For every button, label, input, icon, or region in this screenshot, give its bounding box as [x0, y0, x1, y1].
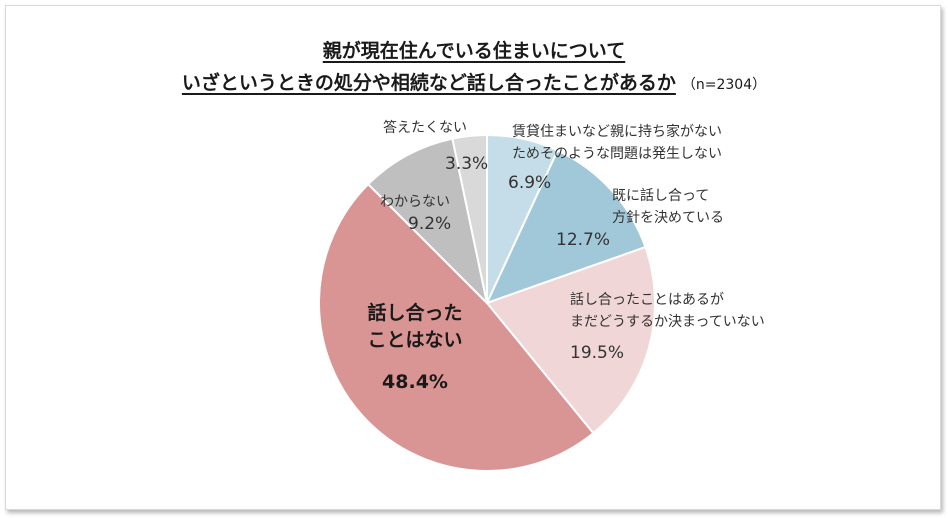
slice-label-5: わからない [380, 194, 450, 210]
slice-value-label-6: 3.3% [445, 154, 488, 174]
pie-slice-3 [485, 245, 656, 435]
title-text-1: 親が現在住んでいる住まいについて [322, 40, 626, 62]
slice-label-3: 話し合ったことはあるが [570, 291, 724, 308]
slice-label-4: 話し合った [367, 301, 462, 324]
chart-title-line-1: 親が現在住んでいる住まいについて [0, 36, 948, 63]
slice-label-6: 答えたくない [383, 119, 467, 136]
slice-label-1: 賃貸住まいなど親に持ち家がない [512, 123, 722, 140]
slice-value-label-4: 48.4% [382, 371, 448, 393]
slice-label-4: ことはない [367, 329, 462, 351]
slice-label-3: まだどうするか決まっていない [570, 314, 765, 330]
slice-label-2: 方針を決めている [612, 210, 724, 226]
chart-title-line-2: いざというときの処分や相続など話し合ったことがあるか （n=2304） [0, 68, 948, 95]
slice-value-label-1: 6.9% [508, 173, 551, 193]
pie-slice-5 [366, 137, 489, 307]
slice-value-label-2: 12.7% [556, 230, 610, 250]
slice-label-2: 既に話し合って [612, 187, 709, 204]
pie-slice-2 [485, 149, 647, 305]
slice-label-1: ためそのような問題は発生しない [512, 146, 722, 162]
slice-value-label-5: 9.2% [408, 214, 451, 234]
pie-slice-6 [451, 133, 488, 304]
title-text-2: いざというときの処分や相続など話し合ったことがあるか [181, 72, 676, 94]
slice-value-label-3: 19.5% [570, 343, 624, 363]
sample-size-note: （n=2304） [681, 77, 767, 93]
pie-slice-4 [318, 182, 595, 472]
